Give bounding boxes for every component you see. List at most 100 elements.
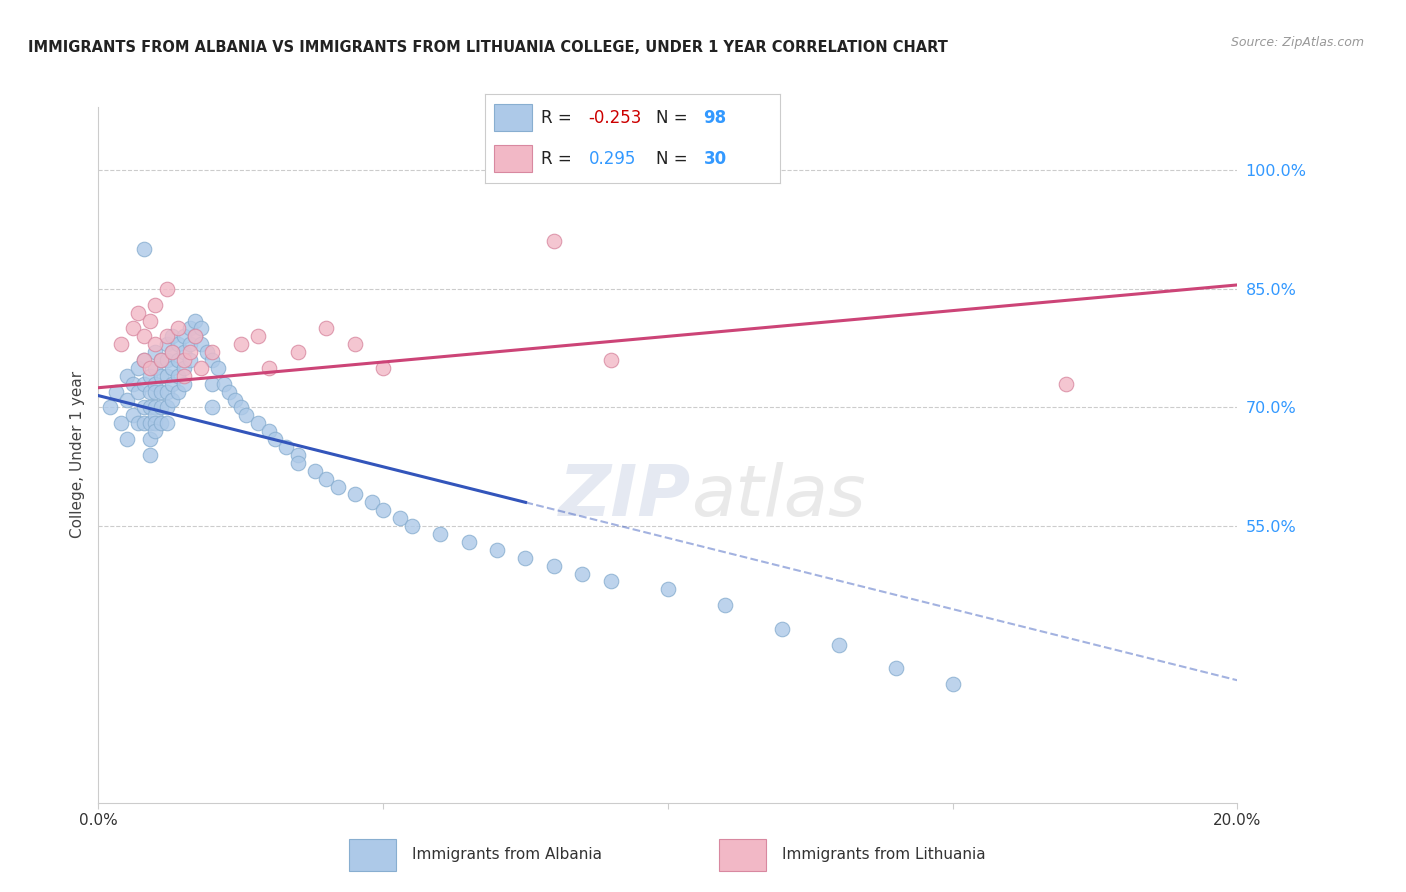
Point — [167, 353, 190, 368]
Text: ZIP: ZIP — [558, 462, 690, 531]
Text: R =: R = — [541, 150, 582, 168]
Point — [145, 345, 167, 359]
Point — [167, 321, 190, 335]
Text: Immigrants from Lithuania: Immigrants from Lithuania — [782, 847, 986, 862]
Point — [167, 368, 190, 383]
Point — [150, 417, 173, 431]
Point — [600, 353, 623, 368]
Point — [156, 417, 179, 431]
Y-axis label: College, Under 1 year: College, Under 1 year — [69, 371, 84, 539]
FancyBboxPatch shape — [349, 839, 396, 871]
Point — [162, 376, 184, 391]
Point — [145, 337, 167, 351]
Point — [326, 479, 349, 493]
Point — [156, 384, 179, 399]
Text: Immigrants from Albania: Immigrants from Albania — [412, 847, 602, 862]
Point — [371, 360, 394, 375]
Point — [884, 661, 907, 675]
Point — [770, 622, 793, 636]
Point — [600, 574, 623, 589]
Point — [246, 329, 269, 343]
Point — [127, 384, 149, 399]
Text: Source: ZipAtlas.com: Source: ZipAtlas.com — [1230, 36, 1364, 49]
Point — [179, 353, 201, 368]
Point — [315, 472, 337, 486]
Point — [150, 368, 173, 383]
Point — [110, 417, 132, 431]
Point — [184, 313, 207, 327]
Point — [156, 368, 179, 383]
Point — [127, 417, 149, 431]
Point — [173, 353, 195, 368]
Point — [150, 401, 173, 415]
Point — [657, 582, 679, 597]
Point — [315, 321, 337, 335]
Point — [145, 401, 167, 415]
Point — [276, 440, 298, 454]
Point — [259, 424, 281, 438]
Point — [156, 329, 179, 343]
Point — [167, 384, 190, 399]
Text: N =: N = — [657, 109, 693, 127]
Point — [486, 542, 509, 557]
Point — [132, 353, 155, 368]
Point — [229, 337, 252, 351]
Point — [150, 384, 173, 399]
Point — [138, 360, 160, 375]
Point — [343, 337, 366, 351]
Point — [173, 368, 195, 383]
Point — [429, 527, 451, 541]
Point — [571, 566, 593, 581]
Point — [115, 368, 138, 383]
Point — [138, 384, 160, 399]
Point — [207, 360, 229, 375]
Text: N =: N = — [657, 150, 693, 168]
Point — [179, 337, 201, 351]
Point — [828, 638, 851, 652]
Point — [145, 376, 167, 391]
Text: IMMIGRANTS FROM ALBANIA VS IMMIGRANTS FROM LITHUANIA COLLEGE, UNDER 1 YEAR CORRE: IMMIGRANTS FROM ALBANIA VS IMMIGRANTS FR… — [28, 40, 948, 55]
Text: 0.295: 0.295 — [588, 150, 636, 168]
Point — [371, 503, 394, 517]
Point — [138, 313, 160, 327]
FancyBboxPatch shape — [718, 839, 766, 871]
Point — [156, 353, 179, 368]
Point — [201, 353, 224, 368]
Point — [115, 432, 138, 446]
Point — [145, 384, 167, 399]
Point — [127, 305, 149, 319]
Point — [138, 368, 160, 383]
Point — [156, 337, 179, 351]
Point — [389, 511, 412, 525]
Point — [179, 321, 201, 335]
Point — [360, 495, 382, 509]
Point — [543, 235, 565, 249]
Point — [201, 401, 224, 415]
Point — [145, 417, 167, 431]
Point — [287, 448, 309, 462]
Point — [246, 417, 269, 431]
Point — [156, 282, 179, 296]
Point — [150, 353, 173, 368]
Point — [224, 392, 246, 407]
Point — [259, 360, 281, 375]
Point — [162, 345, 184, 359]
Point — [138, 417, 160, 431]
Point — [156, 401, 179, 415]
Point — [173, 376, 195, 391]
Point — [173, 345, 195, 359]
Point — [138, 448, 160, 462]
Point — [121, 376, 143, 391]
Point — [190, 337, 212, 351]
FancyBboxPatch shape — [494, 104, 533, 131]
Point — [457, 534, 479, 549]
Point — [515, 550, 537, 565]
Point — [145, 409, 167, 423]
Point — [132, 243, 155, 257]
Point — [179, 345, 201, 359]
Point — [184, 329, 207, 343]
Point — [287, 345, 309, 359]
Point — [714, 598, 737, 612]
Point — [264, 432, 287, 446]
Text: 30: 30 — [703, 150, 727, 168]
